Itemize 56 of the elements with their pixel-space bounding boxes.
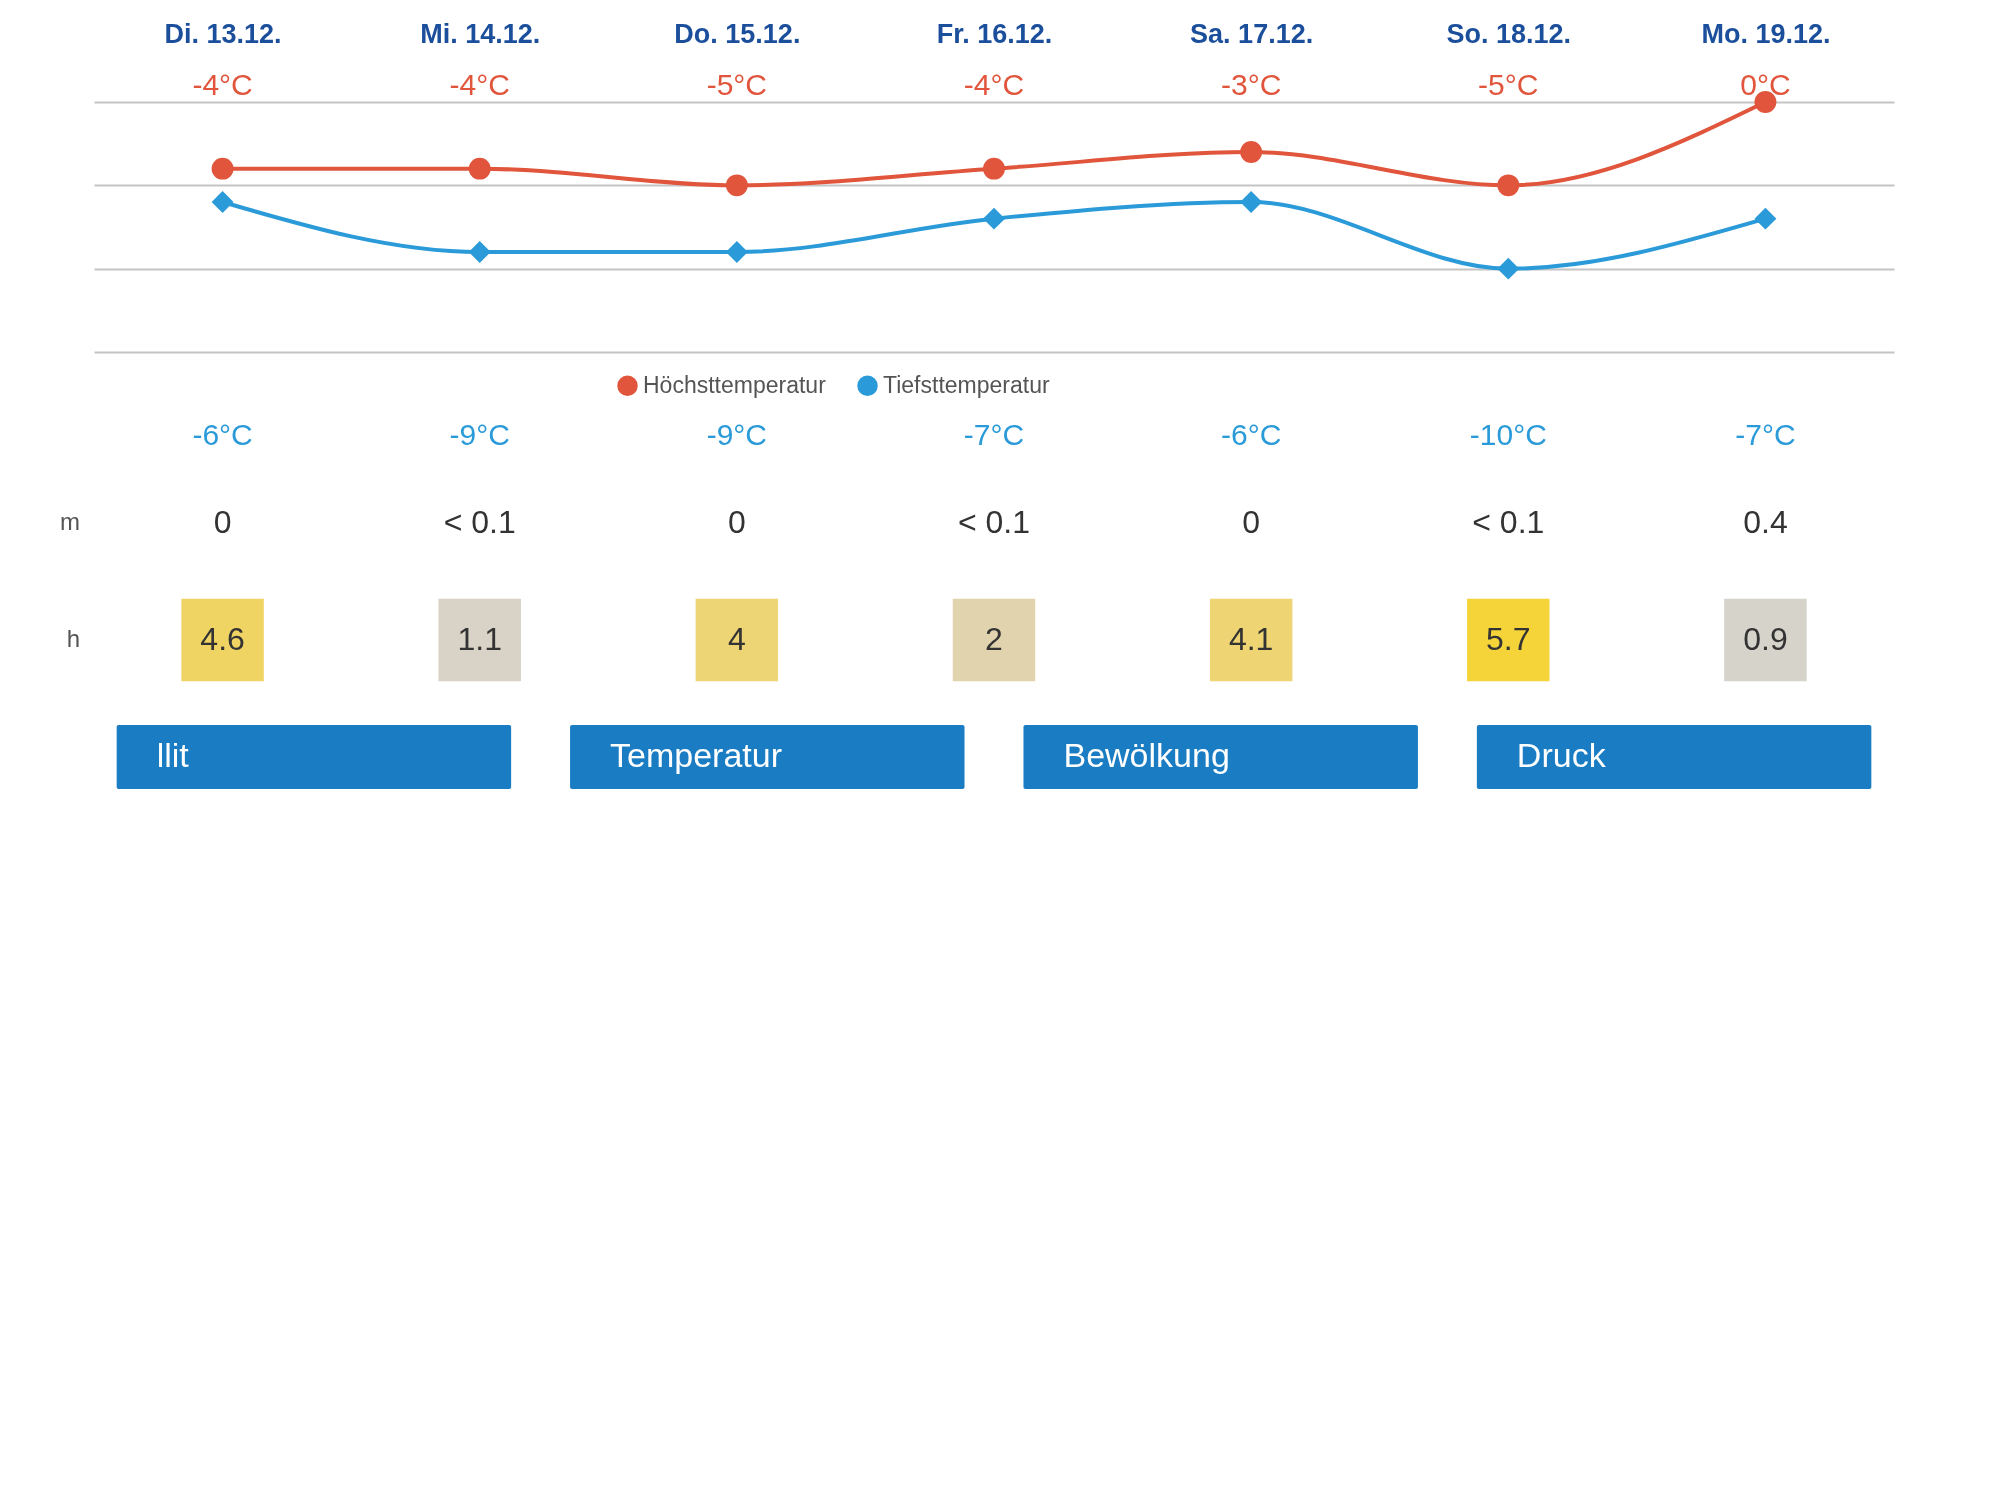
x-tick-label: Di. 13.12. [164,18,282,49]
point [468,241,491,263]
data-label: -6°C [1220,418,1282,451]
point [211,191,234,213]
point [1497,174,1520,197]
legend-label: Tiefsttemperatur [883,371,1050,398]
data-label: 4.1 [1228,621,1274,657]
data-label: -5°C [1478,68,1539,101]
text: 0.4 [1743,504,1788,540]
text: 0 [213,504,232,540]
data-label: -10°C [1469,418,1547,451]
y-axis-title: h [66,625,80,652]
data-label: -4°C [449,68,510,101]
data-label: 0°C [1740,68,1791,101]
data-label: -4°C [192,68,253,101]
x-tick-label: Sa. 17.12. [1190,18,1314,49]
point [211,157,234,180]
text: m [60,508,80,535]
text: Temperatur [610,736,783,774]
data-label: -3°C [1220,68,1282,101]
text: < 0.1 [443,504,516,540]
point [725,174,748,197]
point [1754,207,1777,230]
legend-label: Höchsttemperatur [643,371,827,398]
point [1240,141,1263,163]
data-label: 1.1 [457,621,502,657]
text: Druck [1516,736,1607,774]
text: < 0.1 [957,504,1031,540]
text: llit [156,736,190,774]
data-label: 5.7 [1486,621,1531,657]
data-label: 0.9 [1743,621,1788,657]
text: Bewölkung [1063,736,1230,774]
data-label: -9°C [706,418,768,451]
data-label: -9°C [449,418,510,451]
x-tick-label: Mi. 14.12. [420,18,541,49]
point [1497,257,1520,280]
text: 0 [727,504,746,540]
point [468,157,491,180]
text: 0 [1242,504,1261,540]
x-tick-label: So. 18.12. [1446,18,1572,49]
data-label: -7°C [963,418,1025,451]
point [983,157,1005,180]
point [983,207,1005,230]
data-label: 4.6 [200,621,245,657]
data-label: 2 [985,621,1003,657]
data-label: 4 [727,621,746,657]
point [1240,191,1263,213]
x-tick-label: Fr. 16.12. [936,18,1053,49]
text: < 0.1 [1472,504,1545,540]
data-label: -7°C [1735,418,1796,451]
data-label: -6°C [192,418,253,451]
x-tick-label: Mo. 19.12. [1701,18,1831,49]
data-label: -5°C [706,68,768,101]
x-tick-label: Do. 15.12. [674,18,801,49]
point [725,241,748,263]
data-label: -4°C [963,68,1025,101]
